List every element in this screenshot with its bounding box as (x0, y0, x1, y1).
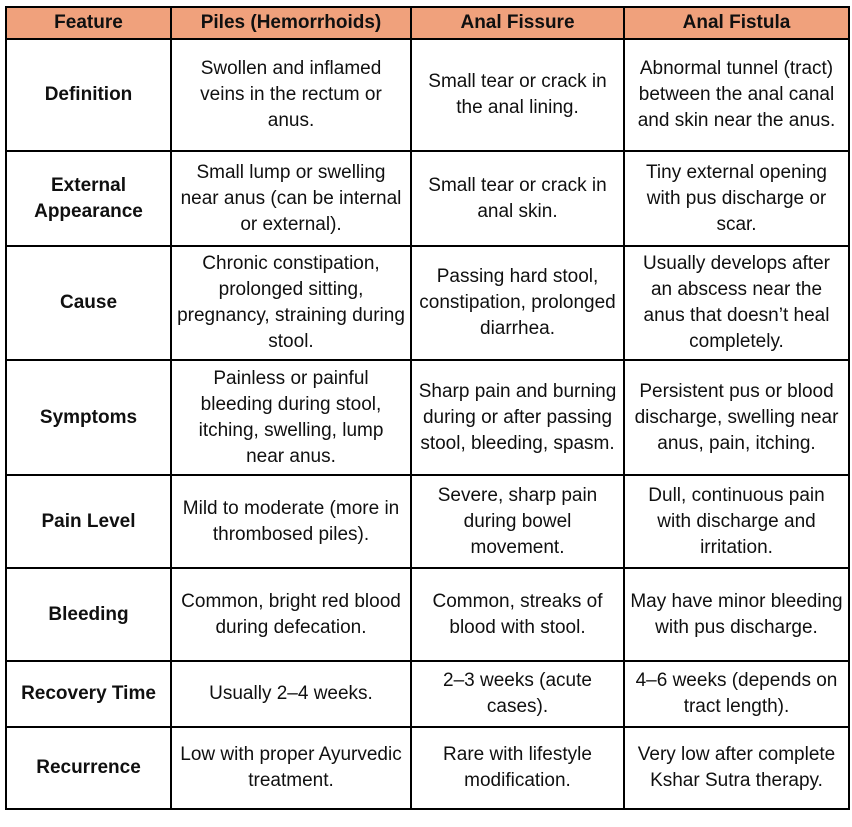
column-header-anal-fissure: Anal Fissure (410, 6, 625, 40)
table-row: Cause Chronic constipation, prolonged si… (5, 245, 850, 361)
fissure-cell: Severe, sharp pain during bowel movement… (410, 474, 625, 569)
column-header-piles: Piles (Hemorrhoids) (170, 6, 412, 40)
fistula-cell: Persistent pus or blood discharge, swell… (623, 359, 850, 476)
fistula-cell: Very low after complete Kshar Sutra ther… (623, 726, 850, 810)
feature-cell: Recovery Time (5, 660, 172, 728)
comparison-table: Feature Piles (Hemorrhoids) Anal Fissure… (5, 6, 850, 810)
table-header-row: Feature Piles (Hemorrhoids) Anal Fissure… (5, 6, 850, 40)
fissure-cell: 2–3 weeks (acute cases). (410, 660, 625, 728)
table-row: Definition Swollen and inflamed veins in… (5, 38, 850, 152)
piles-cell: Common, bright red blood during defecati… (170, 567, 412, 662)
table-row: Symptoms Painless or painful bleeding du… (5, 359, 850, 476)
feature-cell: Bleeding (5, 567, 172, 662)
fissure-cell: Common, streaks of blood with stool. (410, 567, 625, 662)
column-header-feature: Feature (5, 6, 172, 40)
fistula-cell: Usually develops after an abscess near t… (623, 245, 850, 361)
fistula-cell: Tiny external opening with pus discharge… (623, 150, 850, 247)
feature-cell: Symptoms (5, 359, 172, 476)
table-row: Bleeding Common, bright red blood during… (5, 567, 850, 662)
fissure-cell: Small tear or crack in the anal lining. (410, 38, 625, 152)
table-row: Pain Level Mild to moderate (more in thr… (5, 474, 850, 569)
fistula-cell: 4–6 weeks (depends on tract length). (623, 660, 850, 728)
feature-cell: External Appearance (5, 150, 172, 247)
piles-cell: Chronic constipation, prolonged sitting,… (170, 245, 412, 361)
piles-cell: Painless or painful bleeding during stoo… (170, 359, 412, 476)
fissure-cell: Rare with lifestyle modification. (410, 726, 625, 810)
feature-cell: Pain Level (5, 474, 172, 569)
table-row: Recovery Time Usually 2–4 weeks. 2–3 wee… (5, 660, 850, 728)
piles-cell: Small lump or swelling near anus (can be… (170, 150, 412, 247)
table-row: Recurrence Low with proper Ayurvedic tre… (5, 726, 850, 810)
piles-cell: Low with proper Ayurvedic treatment. (170, 726, 412, 810)
piles-cell: Usually 2–4 weeks. (170, 660, 412, 728)
fistula-cell: May have minor bleeding with pus dischar… (623, 567, 850, 662)
column-header-anal-fistula: Anal Fistula (623, 6, 850, 40)
piles-cell: Swollen and inflamed veins in the rectum… (170, 38, 412, 152)
fistula-cell: Abnormal tunnel (tract) between the anal… (623, 38, 850, 152)
fissure-cell: Passing hard stool, constipation, prolon… (410, 245, 625, 361)
fissure-cell: Sharp pain and burning during or after p… (410, 359, 625, 476)
table-row: External Appearance Small lump or swelli… (5, 150, 850, 247)
fistula-cell: Dull, continuous pain with discharge and… (623, 474, 850, 569)
piles-cell: Mild to moderate (more in thrombosed pil… (170, 474, 412, 569)
feature-cell: Cause (5, 245, 172, 361)
feature-cell: Recurrence (5, 726, 172, 810)
feature-cell: Definition (5, 38, 172, 152)
fissure-cell: Small tear or crack in anal skin. (410, 150, 625, 247)
